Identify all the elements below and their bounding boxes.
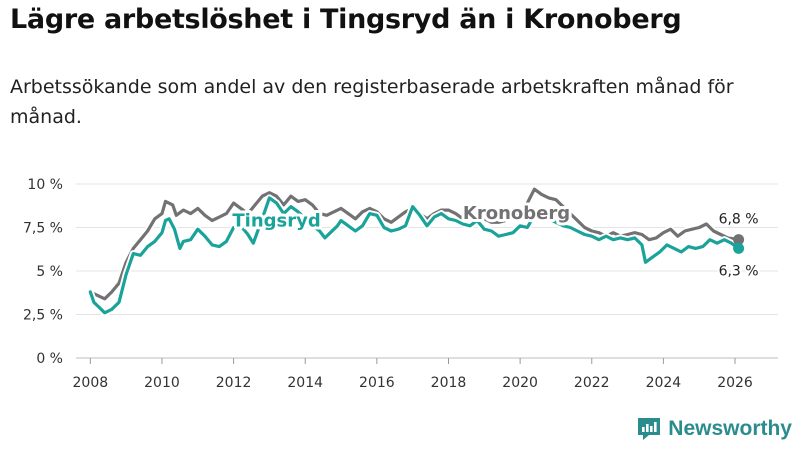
y-tick-label: 2,5 %	[23, 308, 63, 324]
y-tick-label: 5 %	[36, 264, 63, 280]
end-value-label-tingsryd: 6,3 %	[719, 263, 759, 279]
chart-title: Lägre arbetslöshet i Tingsryd än i Krono…	[10, 4, 682, 35]
y-tick-label: 0 %	[36, 351, 63, 367]
y-tick-label: 7,5 %	[23, 221, 63, 237]
x-tick-label: 2010	[144, 375, 180, 391]
x-tick-label: 2016	[359, 375, 395, 391]
series-lines	[86, 185, 743, 317]
x-tick-label: 2020	[502, 375, 538, 391]
x-tick-label: 2024	[646, 375, 682, 391]
series-name-label-tingsryd: Tingsryd	[232, 211, 320, 232]
end-value-label-kronoberg: 6,8 %	[719, 212, 759, 228]
axes: 0 % 2,5 % 5 % 7,5 % 10 % 2008 2010 2012 2014 2016…	[23, 177, 753, 391]
series-name-label-kronoberg: Kronoberg	[463, 203, 570, 224]
x-tick-label: 2022	[574, 375, 610, 391]
x-tick-label: 2018	[431, 375, 467, 391]
chart-subtitle: Arbetssökande som andel av den registerb…	[10, 76, 734, 128]
end-point-tingsryd	[733, 242, 745, 254]
brand-name: Newsworthy	[668, 417, 792, 440]
x-tick-label: 2008	[73, 375, 109, 391]
brand-logo: Newsworthy	[636, 416, 792, 442]
x-tick-label: 2012	[216, 375, 252, 391]
series-labels: 6,8 % 6,3 % Kronoberg Tingsryd	[229, 200, 760, 282]
y-tick-label: 10 %	[27, 177, 63, 193]
series-line-tingsryd	[88, 196, 741, 315]
x-tick-label: 2026	[717, 375, 753, 391]
x-tick-label: 2014	[287, 375, 323, 391]
newsworthy-logo-icon	[638, 418, 661, 440]
end-point-kronoberg	[733, 234, 745, 246]
